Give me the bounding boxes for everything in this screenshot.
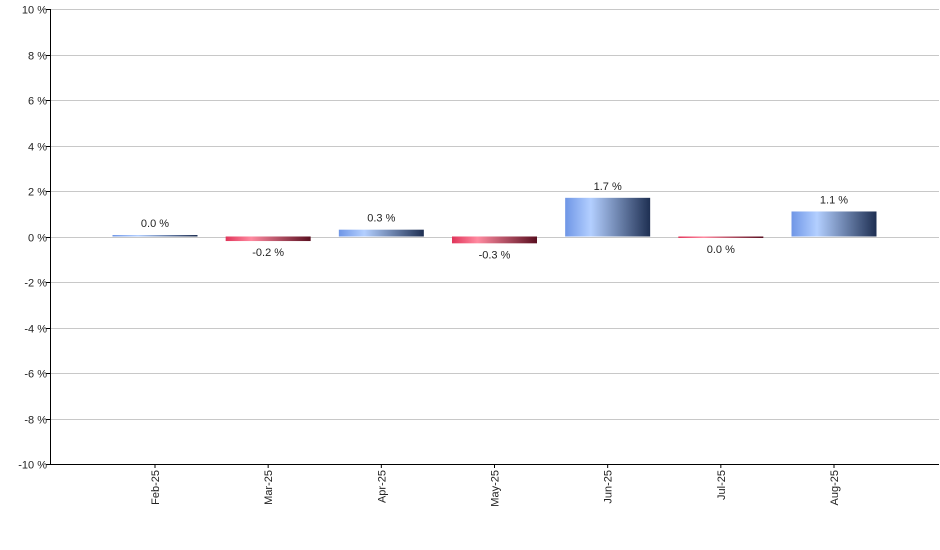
- x-tick-label: Jul-25: [716, 470, 728, 500]
- bars: [112, 197, 877, 244]
- data-label: 1.1 %: [820, 194, 848, 206]
- y-tick-label: -8 %: [24, 415, 47, 427]
- bar-aug-25: [791, 211, 877, 237]
- y-tick-label: 6 %: [28, 96, 47, 108]
- data-label: 1.7 %: [594, 181, 622, 193]
- bar-jul-25: [678, 236, 764, 238]
- bar-mar-25: [225, 236, 311, 242]
- y-tick-label: 8 %: [28, 51, 47, 63]
- y-tick-label: -6 %: [24, 369, 47, 381]
- x-tick-label: Aug-25: [829, 470, 841, 505]
- data-label: -0.2 %: [252, 247, 284, 259]
- data-label: 0.0 %: [707, 244, 735, 256]
- bar-jun-25: [565, 197, 651, 237]
- x-tick-label: Jun-25: [603, 470, 615, 504]
- y-tick-label: 4 %: [28, 142, 47, 154]
- y-tick-label: 2 %: [28, 187, 47, 199]
- data-label: -0.3 %: [479, 249, 511, 261]
- bar-apr-25: [338, 229, 424, 237]
- x-tick-label: Mar-25: [263, 470, 275, 505]
- x-tick-label: May-25: [490, 470, 502, 507]
- x-tick-label: Apr-25: [376, 470, 388, 503]
- y-tick-label: 0 %: [28, 233, 47, 245]
- y-tick-label: -2 %: [24, 278, 47, 290]
- y-tick-label: 10 %: [22, 5, 47, 17]
- data-label: 0.3 %: [367, 213, 395, 225]
- y-tick-labels: 10 % 8 % 6 % 4 % 2 % 0 % -2 % -4 % -6 % -8 % -10 %: [18, 5, 47, 472]
- axes: [46, 9, 939, 468]
- data-labels: 0.0 % -0.2 % 0.3 % -0.3 % 1.7 % 0.0 % 1.1 %: [141, 181, 848, 262]
- bar-may-25: [452, 236, 537, 244]
- data-label: 0.0 %: [141, 218, 169, 230]
- y-tick-label: -4 %: [24, 324, 47, 336]
- x-tick-labels: Feb-25 Mar-25 Apr-25 May-25 Jun-25 Jul-25 Aug-…: [150, 470, 841, 507]
- bar-feb-25: [112, 235, 198, 237]
- x-tick-label: Feb-25: [150, 470, 162, 505]
- y-tick-label: -10 %: [18, 460, 47, 472]
